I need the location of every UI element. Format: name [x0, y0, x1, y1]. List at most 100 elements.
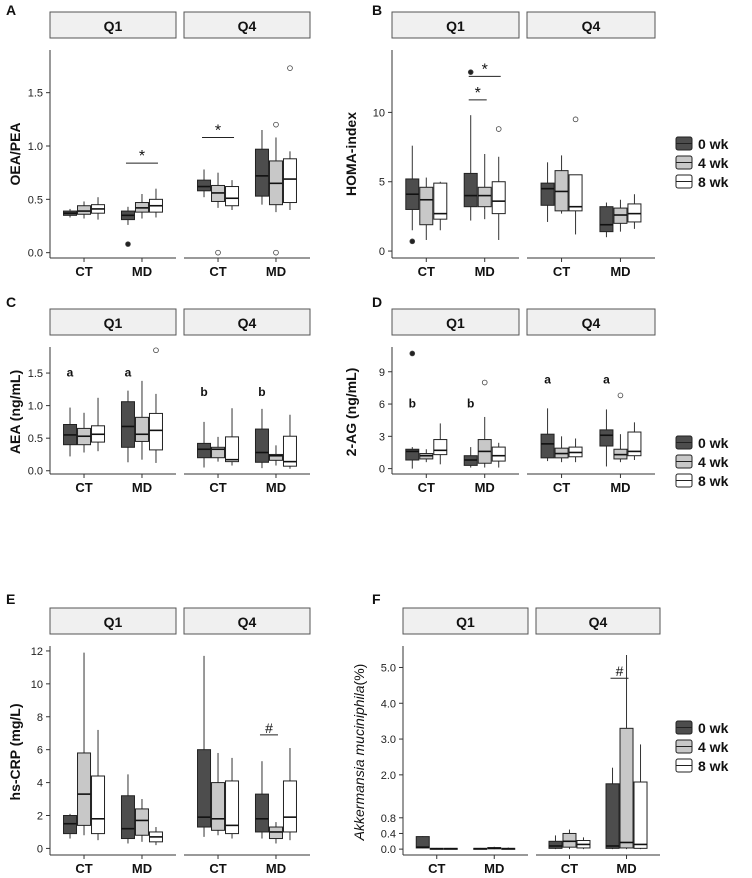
box-body	[254, 428, 269, 463]
x-tick-label: CT	[553, 264, 570, 279]
box-q1-ct-8wk	[433, 181, 448, 231]
box-q1-md-0wk	[463, 447, 478, 468]
box-body	[405, 448, 420, 461]
facet-label: Q4	[238, 614, 257, 630]
box-q1-ct-8wk	[91, 397, 106, 452]
facet-label: Q4	[238, 18, 257, 34]
facet-label: Q1	[446, 315, 465, 331]
box-q1-ct-8wk	[91, 729, 106, 841]
facet-label: Q4	[589, 614, 608, 630]
box-q4-ct-8wk	[225, 757, 240, 839]
facet-strip	[535, 607, 661, 635]
x-tick-label: CT	[418, 480, 435, 495]
box-body	[619, 727, 634, 849]
y-tick-label: 3.0	[381, 734, 396, 746]
box-body	[77, 752, 92, 826]
facet-strip	[391, 11, 520, 39]
data-point	[481, 379, 488, 386]
box-body	[627, 431, 642, 457]
facet-label: Q4	[582, 315, 601, 331]
facet-strip	[526, 308, 656, 336]
y-tick-label: 1.0	[28, 141, 43, 153]
box-body	[562, 832, 577, 848]
box-q4-ct-0wk	[197, 421, 212, 468]
group-letter: b	[467, 396, 474, 410]
box-body	[433, 182, 448, 220]
data-point	[273, 121, 279, 128]
box-body	[633, 781, 648, 849]
box-q4-md-0wk	[254, 408, 269, 469]
box-q4-ct-0wk	[548, 835, 563, 850]
box-q4-ct-0wk	[197, 169, 212, 198]
data-point	[617, 392, 624, 399]
box-q4-ct-4wk	[554, 436, 569, 463]
y-axis-title-suffix: (%)	[351, 664, 367, 686]
significance-mark: *	[139, 148, 145, 165]
box-q4-ct-0wk	[540, 408, 555, 462]
box-body	[254, 793, 269, 833]
panel-letter: B	[372, 2, 382, 18]
x-tick-label: MD	[610, 480, 630, 495]
box-q4-md-4wk	[268, 445, 283, 466]
y-tick-label: 1.0	[28, 401, 43, 413]
legend: 0 wk 4 wk 8 wk	[675, 720, 729, 774]
legend-label: 8 wk	[698, 174, 729, 190]
box-q1-ct-4wk	[77, 201, 92, 219]
box-q4-md-4wk	[268, 137, 283, 213]
box-q1-md-4wk	[487, 846, 502, 850]
box-q1-md-0wk	[120, 206, 135, 225]
x-tick-label: CT	[553, 480, 570, 495]
x-tick-label: CT	[561, 861, 578, 876]
significance-mark: *	[475, 85, 481, 102]
box-q1-ct-8wk	[433, 423, 448, 465]
y-axis-title: HOMA-index	[343, 112, 359, 196]
box-q4-md-8wk	[633, 744, 648, 850]
x-tick-label: CT	[418, 264, 435, 279]
box-q4-ct-4wk	[554, 155, 569, 214]
legend-label: 4 wk	[698, 155, 729, 171]
box-body	[282, 435, 297, 467]
legend-label: 8 wk	[698, 758, 729, 774]
y-tick-label: 1.5	[28, 88, 43, 100]
box-body	[120, 401, 135, 448]
y-tick-label: 0.5	[28, 194, 43, 206]
panel-letter: A	[6, 2, 16, 18]
y-tick-label: 4.0	[381, 698, 396, 710]
box-q4-ct-4wk	[211, 436, 226, 462]
box-q1-ct-0wk	[405, 145, 420, 231]
facet-label: Q4	[582, 18, 601, 34]
box-body	[254, 148, 269, 197]
box-body	[197, 749, 212, 828]
data-point	[572, 116, 579, 123]
x-tick-label: CT	[209, 480, 226, 495]
data-point	[153, 347, 159, 354]
data-point	[287, 65, 293, 71]
y-tick-label: 4	[37, 778, 43, 790]
y-tick-label: 10	[31, 679, 43, 691]
box-q4-md-0wk	[599, 409, 614, 467]
data-point	[495, 126, 502, 132]
legend: 0 wk 4 wk 8 wk	[675, 136, 729, 190]
x-tick-label: MD	[475, 480, 495, 495]
box-body	[148, 412, 163, 451]
legend-label: 4 wk	[698, 454, 729, 470]
x-tick-label: MD	[266, 480, 286, 495]
facet-label: Q1	[456, 614, 475, 630]
box-q1-md-0wk	[463, 115, 478, 221]
x-tick-label: CT	[75, 264, 92, 279]
box-body	[599, 206, 614, 233]
box-body	[120, 795, 135, 840]
facet-strip	[49, 308, 177, 336]
y-axis-title-italic: Akkermansia muciniphila	[351, 685, 367, 841]
box-q4-ct-0wk	[197, 655, 212, 837]
panel-b: B Q1 CT MD Q4 CT MD 0 5 10 HOMA-index **	[343, 2, 656, 279]
box-body	[599, 429, 614, 447]
box-q4-md-8wk	[282, 414, 297, 469]
box-body	[568, 174, 583, 212]
facet-label: Q1	[104, 18, 123, 34]
box-q4-md-8wk	[627, 194, 642, 229]
box-body	[268, 826, 283, 840]
box-q1-ct-4wk	[77, 412, 92, 453]
y-tick-label: 0	[37, 843, 43, 855]
box-body	[134, 416, 149, 442]
